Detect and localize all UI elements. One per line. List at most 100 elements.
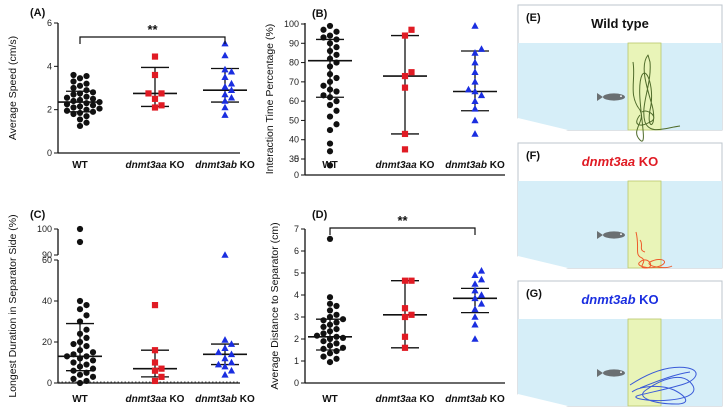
data-point — [221, 111, 229, 118]
data-point — [333, 355, 340, 362]
data-point — [70, 91, 77, 98]
series-wt — [308, 22, 352, 169]
data-point — [408, 69, 415, 76]
data-point — [83, 106, 90, 113]
tank-water — [518, 43, 722, 130]
series-dnmt3aa-ko — [383, 26, 427, 153]
y-tick-label: 30 — [289, 154, 299, 164]
data-point — [313, 332, 321, 339]
series-dnmt3ab-ko — [203, 251, 247, 378]
y-tick-label: 90 — [289, 38, 299, 48]
data-point — [471, 320, 479, 328]
fish-body — [603, 93, 625, 101]
data-point — [83, 302, 90, 309]
illustration-title: dnmt3ab KO — [581, 292, 658, 307]
data-point — [408, 277, 415, 284]
y-tick-label: 80 — [289, 58, 299, 68]
data-point — [477, 267, 486, 274]
data-point — [89, 102, 97, 109]
data-point — [326, 32, 334, 39]
data-point — [76, 355, 84, 362]
data-point — [63, 94, 71, 101]
data-point — [477, 275, 486, 283]
data-point — [151, 53, 159, 60]
data-point — [76, 330, 84, 337]
illustration-title-suffix: KO — [636, 292, 659, 307]
data-point — [401, 313, 409, 321]
panel-label: (E) — [526, 12, 541, 24]
data-point — [333, 340, 340, 347]
series-wt — [308, 235, 352, 366]
y-tick-label: 60 — [42, 255, 52, 265]
data-point — [333, 36, 340, 43]
data-point — [76, 96, 84, 104]
data-point — [83, 334, 90, 341]
y-tick-label: 5 — [294, 268, 299, 278]
y-tick-label: 70 — [289, 77, 299, 87]
data-point — [326, 94, 334, 101]
data-point — [320, 330, 327, 337]
significance-label: ** — [397, 213, 408, 228]
data-point — [221, 103, 229, 111]
x-tick-label: dnmt3ab KO — [445, 160, 505, 171]
series-dnmt3ab-ko — [203, 39, 247, 118]
data-point — [471, 286, 479, 294]
data-point — [326, 307, 334, 314]
data-point — [471, 87, 479, 95]
data-point — [76, 82, 84, 89]
data-point — [76, 347, 84, 354]
data-point — [70, 375, 77, 382]
data-point — [471, 58, 479, 66]
tank-water — [518, 319, 722, 406]
data-point — [151, 71, 159, 79]
y-tick-label: 2 — [294, 334, 299, 344]
data-point — [326, 300, 334, 307]
data-point — [227, 340, 236, 347]
data-point — [70, 340, 77, 348]
data-point — [221, 251, 229, 258]
data-point — [151, 95, 159, 102]
data-point — [221, 90, 229, 98]
x-tick-label-suffix: KO — [167, 160, 185, 171]
data-point — [326, 86, 334, 93]
x-tick-label-gene: dnmt3ab — [445, 160, 487, 171]
data-point — [76, 238, 84, 246]
illustration-title-gene: dnmt3ab — [581, 292, 635, 307]
data-point — [326, 78, 334, 85]
data-point — [89, 89, 97, 96]
data-point — [320, 323, 327, 330]
data-point — [76, 90, 84, 97]
data-point — [326, 162, 334, 169]
x-tick-label: WT — [72, 160, 88, 171]
series-dnmt3aa-ko — [133, 302, 177, 385]
data-point — [70, 78, 77, 85]
data-point — [227, 358, 236, 366]
x-tick-label-suffix: KO — [237, 394, 255, 405]
data-point — [227, 350, 236, 358]
data-point — [145, 90, 152, 97]
fish-eye — [620, 371, 622, 374]
data-point — [158, 90, 165, 97]
x-tick-label: dnmt3aa KO — [376, 394, 435, 405]
y-tick-label: 60 — [289, 96, 299, 106]
data-point — [63, 353, 71, 360]
panel-label: (A) — [30, 7, 46, 19]
data-point — [401, 277, 409, 284]
x-tick-label-gene: dnmt3aa — [126, 394, 168, 405]
data-point — [76, 75, 84, 82]
data-point — [471, 130, 479, 137]
data-point — [326, 359, 334, 366]
y-tick-label: 100 — [284, 19, 299, 29]
separator-zone — [627, 180, 662, 269]
data-point — [151, 377, 159, 385]
data-point — [471, 68, 479, 76]
data-point — [326, 328, 334, 335]
data-point — [320, 345, 327, 352]
fish-icon — [597, 93, 625, 101]
x-tick-label: dnmt3ab KO — [445, 394, 505, 405]
x-tick-label-gene: dnmt3aa — [376, 160, 418, 171]
data-point — [83, 72, 90, 80]
data-point — [333, 98, 340, 105]
fish-tail — [597, 93, 603, 101]
x-tick-label-suffix: KO — [487, 394, 505, 405]
